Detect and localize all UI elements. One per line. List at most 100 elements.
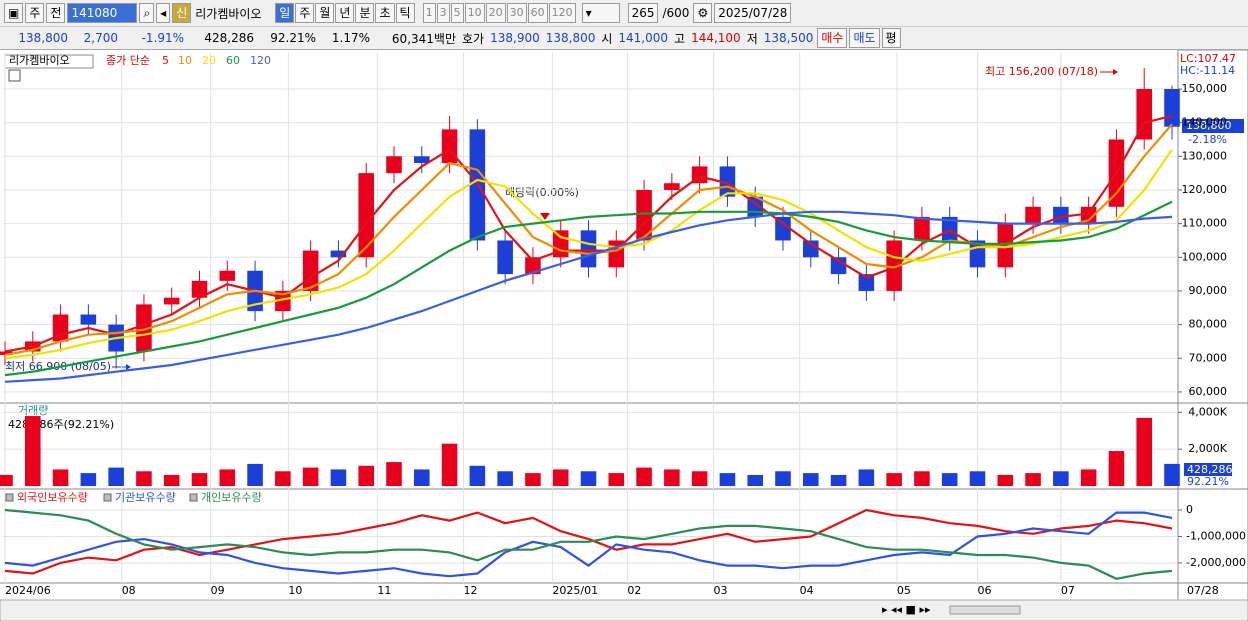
interval-button[interactable]: 30	[506, 3, 527, 23]
candle-body	[1164, 88, 1180, 127]
sell-button[interactable]: 매도	[849, 28, 880, 48]
period-button[interactable]: 주	[295, 3, 315, 23]
prev-button[interactable]: 전	[46, 3, 66, 23]
market-select[interactable]: 주	[25, 3, 45, 23]
x-tick-label: 12	[463, 584, 477, 597]
volume-bar	[580, 471, 597, 486]
last-price: 138,800	[1186, 119, 1232, 132]
volume-bar	[969, 471, 986, 486]
period-button[interactable]: 월	[315, 3, 335, 23]
arrow-head	[1113, 69, 1118, 75]
volume-bar	[358, 465, 374, 486]
volume-bar	[886, 473, 902, 486]
series-line	[4, 210, 1173, 383]
period-button[interactable]: 틱	[395, 3, 415, 23]
volume-bar	[247, 463, 263, 486]
scroll-bar[interactable]	[0, 599, 1248, 621]
quote-bar: 138,800 2,700 -1.91% 428,286 92.21% 1.17…	[0, 27, 1248, 50]
period-button[interactable]: 초	[375, 3, 395, 23]
tool-button[interactable]: ⚙	[693, 3, 713, 23]
interval-button[interactable]: 60	[527, 3, 548, 23]
dropdown[interactable]: ▾	[581, 3, 620, 23]
low: 138,500	[763, 31, 814, 45]
price: 138,800	[18, 31, 68, 45]
y-tick-label: 4,000K	[1188, 405, 1227, 418]
grid-icon[interactable]	[8, 69, 21, 82]
sound-button[interactable]: ◂	[156, 3, 171, 23]
volume-bar	[330, 469, 347, 486]
series-line	[4, 508, 1173, 580]
volume-bar	[747, 474, 763, 486]
interval-button[interactable]: 20	[485, 3, 506, 23]
interval-button[interactable]: 1	[422, 3, 436, 23]
search-button[interactable]: ⌕	[139, 3, 155, 23]
volume-bar	[525, 473, 541, 486]
volume-bar	[691, 471, 708, 486]
legend-label: 종가 단순	[106, 54, 150, 67]
y-tick-label: -1,000,000	[1186, 529, 1246, 542]
change: 2,700	[83, 31, 118, 45]
candle-body	[1136, 88, 1152, 140]
volume-bar	[997, 474, 1014, 486]
x-tick-label: 04	[800, 584, 814, 597]
volume-bar	[1025, 473, 1041, 486]
code-input[interactable]: 141080	[67, 3, 138, 23]
legend-entry: 120	[250, 54, 271, 67]
avg-button[interactable]: 평	[881, 28, 901, 48]
lc-label: LC:107.47	[1180, 52, 1236, 65]
volume-bar	[636, 467, 652, 486]
series-line	[4, 200, 1173, 377]
interval-button[interactable]: 120	[548, 3, 576, 23]
y-tick-label: 80,000	[1189, 318, 1228, 331]
stock-name: 리가켐바이오	[195, 6, 262, 21]
period-button[interactable]: 일	[275, 3, 295, 23]
volume-bar	[914, 471, 930, 486]
y-tick-label: 150,000	[1182, 82, 1228, 95]
date-input[interactable]: 2025/07/28	[714, 3, 792, 23]
candle-body	[580, 230, 597, 268]
buy-button[interactable]: 매수	[817, 28, 848, 48]
period-button[interactable]: 분	[355, 3, 375, 23]
y-tick-label: 130,000	[1182, 149, 1228, 162]
last-volume: 428,286	[1187, 463, 1233, 476]
background	[0, 50, 1248, 621]
interval-button[interactable]: 3	[436, 3, 450, 23]
volume-bar	[1136, 417, 1152, 486]
interval-button[interactable]: 5	[450, 3, 464, 23]
zoom-slider[interactable]	[949, 605, 1021, 615]
last-price-box	[1182, 119, 1244, 133]
high-annotation: 최고 156,200 (07/18)	[985, 65, 1098, 78]
volume-bar	[1164, 463, 1180, 486]
legend-swatch	[189, 493, 198, 502]
open: 141,000	[618, 31, 669, 45]
interval-button[interactable]: 10	[464, 3, 485, 23]
period-button[interactable]: 년	[335, 3, 355, 23]
candle-body	[497, 240, 513, 275]
candle-body	[136, 304, 152, 352]
legend-swatch	[5, 493, 14, 502]
candle-body	[1025, 206, 1041, 224]
y-tick-label: 2,000K	[1188, 442, 1227, 455]
candle-body	[414, 156, 430, 164]
count-input[interactable]: 265	[627, 3, 659, 23]
candle-body	[80, 314, 97, 325]
volume-bar	[775, 471, 791, 486]
last-change: -2.18%	[1188, 133, 1227, 146]
volume-bar	[497, 471, 513, 486]
icon[interactable]: ▣	[4, 3, 24, 23]
series-line	[4, 511, 1173, 578]
x-tick-label: 03	[714, 584, 728, 597]
volume-bar	[830, 474, 847, 486]
dividend-marker	[540, 213, 550, 220]
volume-subtitle: 428,286주(92.21%)	[8, 418, 114, 431]
legend-entry: 60	[226, 54, 240, 67]
candle-body	[330, 250, 347, 258]
current-date: 07/28	[1187, 584, 1219, 597]
arrow-head	[126, 364, 131, 370]
x-tick-label: 08	[122, 584, 136, 597]
candle-body	[664, 183, 680, 190]
volume-bar	[25, 416, 41, 486]
scroll-buttons[interactable]: ▸ ◂◂ ■ ▸▸	[882, 603, 931, 616]
